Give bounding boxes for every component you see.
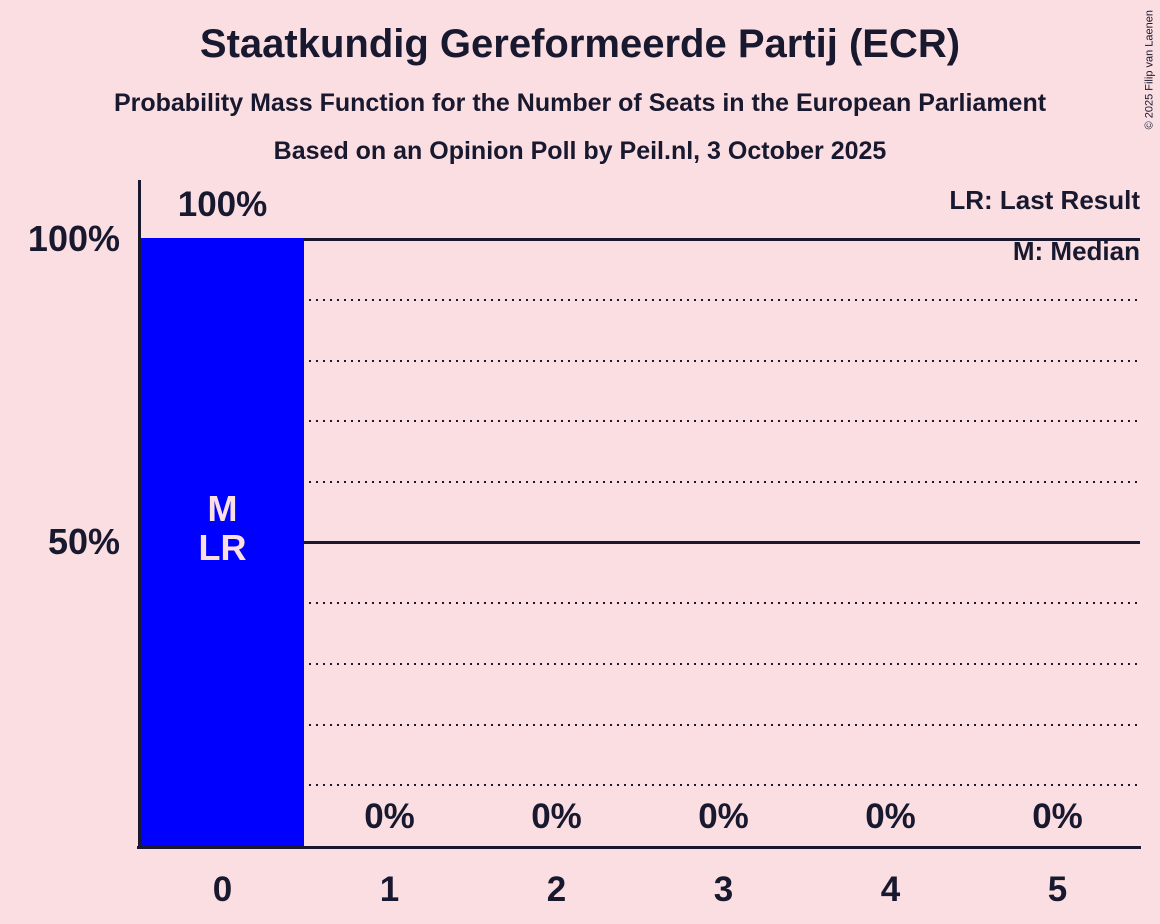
x-tick-2: 2 [546, 870, 567, 909]
x-tick-3: 3 [713, 870, 734, 909]
value-label-seats-3: 0% [698, 797, 749, 836]
gridline-40 [141, 602, 1140, 604]
y-axis-label-100: 100% [27, 218, 120, 259]
gridline-60 [141, 481, 1140, 483]
x-tick-4: 4 [880, 870, 901, 909]
page-title: Staatkundig Gereformeerde Partij (ECR) [199, 22, 961, 66]
y-axis [138, 180, 141, 848]
chart-source-line: Based on an Opinion Poll by Peil.nl, 3 O… [273, 137, 887, 165]
x-tick-0: 0 [212, 870, 233, 909]
legend-median: M: Median [1012, 236, 1140, 266]
value-label-seats-2: 0% [531, 797, 582, 836]
x-tick-5: 5 [1047, 870, 1068, 909]
bar-median-lastresult-marker: M LR [141, 489, 304, 567]
value-label-seats-0: 100% [177, 185, 268, 224]
gridline-30 [141, 663, 1140, 665]
legend-last-result: LR: Last Result [949, 185, 1140, 215]
gridline-90 [141, 299, 1140, 301]
value-label-seats-5: 0% [1032, 797, 1083, 836]
gridline-80 [141, 360, 1140, 362]
copyright-notice: © 2025 Filip van Laenen [1143, 10, 1155, 130]
gridline-20 [141, 724, 1140, 726]
x-tick-1: 1 [379, 870, 400, 909]
last-result-marker-label: LR [198, 527, 247, 568]
y-axis-label-50: 50% [47, 521, 120, 562]
bar-seats-0 [141, 238, 304, 847]
gridline-100 [141, 238, 1140, 241]
value-label-seats-1: 0% [364, 797, 415, 836]
gridline-70 [141, 420, 1140, 422]
median-marker-label: M [207, 488, 238, 529]
x-axis [137, 846, 1141, 849]
gridline-50 [141, 541, 1140, 544]
value-label-seats-4: 0% [865, 797, 916, 836]
gridline-10 [141, 784, 1140, 786]
chart-subtitle: Probability Mass Function for the Number… [113, 89, 1047, 117]
